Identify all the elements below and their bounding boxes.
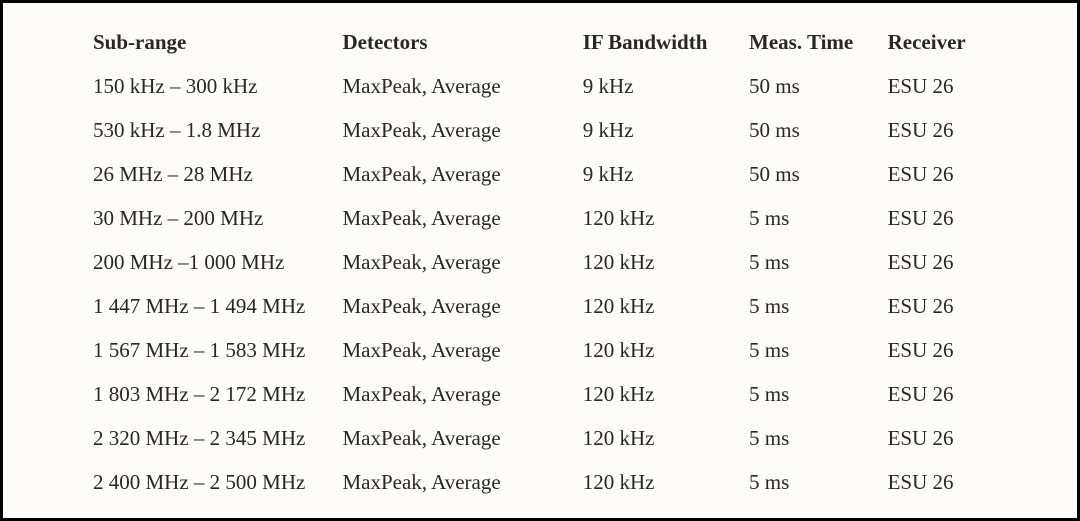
cell-meas-time: 5 ms [749, 329, 888, 373]
cell-if-bandwidth: 9 kHz [583, 153, 749, 197]
column-header-meas-time: Meas. Time [749, 21, 888, 65]
cell-sub-range: 200 MHz –1 000 MHz [93, 241, 342, 285]
cell-sub-range: 150 kHz – 300 kHz [93, 65, 342, 109]
table-row: 530 kHz – 1.8 MHzMaxPeak, Average9 kHz50… [93, 109, 1017, 153]
cell-if-bandwidth: 120 kHz [583, 241, 749, 285]
cell-detectors: MaxPeak, Average [342, 285, 582, 329]
cell-if-bandwidth: 120 kHz [583, 417, 749, 461]
cell-meas-time: 5 ms [749, 417, 888, 461]
column-header-receiver: Receiver [888, 21, 1017, 65]
cell-detectors: MaxPeak, Average [342, 109, 582, 153]
cell-if-bandwidth: 9 kHz [583, 65, 749, 109]
cell-if-bandwidth: 120 kHz [583, 461, 749, 505]
table-row: 30 MHz – 200 MHzMaxPeak, Average120 kHz5… [93, 197, 1017, 241]
table-frame: Sub-rangeDetectorsIF BandwidthMeas. Time… [0, 0, 1080, 521]
cell-receiver: ESU 26 [888, 109, 1017, 153]
cell-if-bandwidth: 120 kHz [583, 329, 749, 373]
cell-meas-time: 5 ms [749, 197, 888, 241]
cell-if-bandwidth: 120 kHz [583, 197, 749, 241]
cell-sub-range: 26 MHz – 28 MHz [93, 153, 342, 197]
cell-meas-time: 5 ms [749, 285, 888, 329]
measurement-table: Sub-rangeDetectorsIF BandwidthMeas. Time… [93, 21, 1017, 505]
cell-sub-range: 1 803 MHz – 2 172 MHz [93, 373, 342, 417]
cell-receiver: ESU 26 [888, 197, 1017, 241]
cell-meas-time: 50 ms [749, 65, 888, 109]
table-row: 1 447 MHz – 1 494 MHzMaxPeak, Average120… [93, 285, 1017, 329]
table-row: 1 567 MHz – 1 583 MHzMaxPeak, Average120… [93, 329, 1017, 373]
cell-detectors: MaxPeak, Average [342, 197, 582, 241]
cell-detectors: MaxPeak, Average [342, 329, 582, 373]
cell-receiver: ESU 26 [888, 285, 1017, 329]
cell-sub-range: 30 MHz – 200 MHz [93, 197, 342, 241]
cell-receiver: ESU 26 [888, 417, 1017, 461]
cell-detectors: MaxPeak, Average [342, 417, 582, 461]
cell-receiver: ESU 26 [888, 153, 1017, 197]
cell-detectors: MaxPeak, Average [342, 241, 582, 285]
column-header-detectors: Detectors [342, 21, 582, 65]
cell-sub-range: 2 320 MHz – 2 345 MHz [93, 417, 342, 461]
cell-sub-range: 1 567 MHz – 1 583 MHz [93, 329, 342, 373]
column-header-if-bandwidth: IF Bandwidth [583, 21, 749, 65]
table-body: 150 kHz – 300 kHzMaxPeak, Average9 kHz50… [93, 65, 1017, 505]
cell-if-bandwidth: 120 kHz [583, 373, 749, 417]
table-row: 2 400 MHz – 2 500 MHzMaxPeak, Average120… [93, 461, 1017, 505]
table-row: 26 MHz – 28 MHzMaxPeak, Average9 kHz50 m… [93, 153, 1017, 197]
column-header-sub-range: Sub-range [93, 21, 342, 65]
table-header-row: Sub-rangeDetectorsIF BandwidthMeas. Time… [93, 21, 1017, 65]
cell-sub-range: 1 447 MHz – 1 494 MHz [93, 285, 342, 329]
cell-receiver: ESU 26 [888, 329, 1017, 373]
cell-detectors: MaxPeak, Average [342, 65, 582, 109]
cell-detectors: MaxPeak, Average [342, 373, 582, 417]
cell-detectors: MaxPeak, Average [342, 461, 582, 505]
cell-if-bandwidth: 9 kHz [583, 109, 749, 153]
cell-meas-time: 5 ms [749, 373, 888, 417]
table-row: 1 803 MHz – 2 172 MHzMaxPeak, Average120… [93, 373, 1017, 417]
cell-sub-range: 2 400 MHz – 2 500 MHz [93, 461, 342, 505]
cell-detectors: MaxPeak, Average [342, 153, 582, 197]
table-row: 2 320 MHz – 2 345 MHzMaxPeak, Average120… [93, 417, 1017, 461]
cell-meas-time: 5 ms [749, 461, 888, 505]
cell-receiver: ESU 26 [888, 65, 1017, 109]
cell-receiver: ESU 26 [888, 373, 1017, 417]
cell-meas-time: 50 ms [749, 153, 888, 197]
table-row: 150 kHz – 300 kHzMaxPeak, Average9 kHz50… [93, 65, 1017, 109]
table-row: 200 MHz –1 000 MHzMaxPeak, Average120 kH… [93, 241, 1017, 285]
cell-if-bandwidth: 120 kHz [583, 285, 749, 329]
cell-meas-time: 5 ms [749, 241, 888, 285]
cell-sub-range: 530 kHz – 1.8 MHz [93, 109, 342, 153]
cell-meas-time: 50 ms [749, 109, 888, 153]
cell-receiver: ESU 26 [888, 241, 1017, 285]
cell-receiver: ESU 26 [888, 461, 1017, 505]
table-head: Sub-rangeDetectorsIF BandwidthMeas. Time… [93, 21, 1017, 65]
